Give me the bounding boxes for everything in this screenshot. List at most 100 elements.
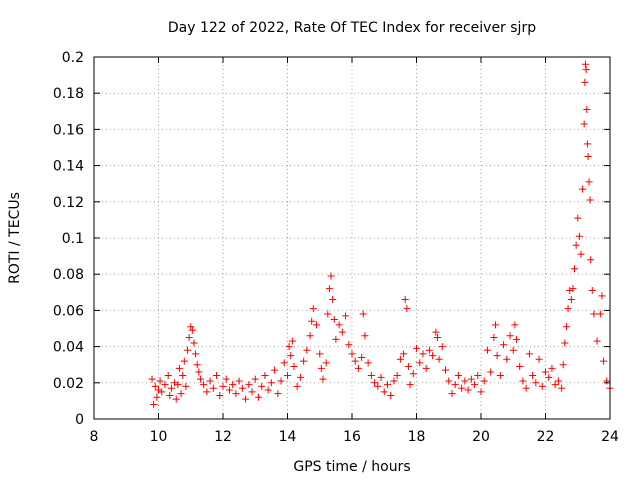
data-point (429, 352, 437, 360)
data-point (206, 377, 214, 385)
data-point (248, 388, 256, 396)
data-point (225, 386, 233, 394)
data-point (435, 355, 443, 363)
data-point (329, 296, 337, 304)
data-point (267, 379, 275, 387)
y-axis-title: ROTI / TECUs (7, 192, 23, 284)
data-point (177, 390, 185, 398)
data-point (590, 310, 598, 318)
data-point (367, 372, 375, 380)
data-point (330, 315, 338, 323)
data-point (193, 361, 201, 369)
x-tick-label: 10 (150, 429, 168, 445)
data-point (416, 359, 424, 367)
data-point (188, 326, 196, 334)
data-point (419, 350, 427, 358)
data-point (288, 337, 296, 345)
data-point (583, 140, 591, 148)
data-point (219, 382, 227, 390)
data-point (390, 377, 398, 385)
data-point (525, 350, 533, 358)
data-point (306, 332, 314, 340)
data-point (532, 379, 540, 387)
data-point (574, 214, 582, 222)
data-point (387, 391, 395, 399)
y-tick-label: 0.18 (53, 86, 84, 102)
data-point (545, 373, 553, 381)
data-point (409, 370, 417, 378)
data-point (566, 286, 574, 294)
data-point (358, 353, 366, 361)
data-point (577, 250, 585, 258)
data-point (300, 357, 308, 365)
data-point (335, 321, 343, 329)
data-point (442, 366, 450, 374)
data-point (603, 377, 611, 385)
data-point (319, 375, 327, 383)
data-point (361, 332, 369, 340)
data-point (587, 256, 595, 264)
data-point (293, 382, 301, 390)
chart-title: Day 122 of 2022, Rate Of TEC Index for r… (168, 20, 536, 36)
data-point (581, 78, 589, 86)
data-point (175, 364, 183, 372)
data-point (393, 372, 401, 380)
data-point (581, 60, 589, 68)
data-point (588, 286, 596, 294)
data-point (377, 373, 385, 381)
y-tick-label: 0.2 (62, 50, 84, 66)
data-point (251, 375, 259, 383)
data-point (448, 390, 456, 398)
data-point (164, 372, 172, 380)
data-point (403, 305, 411, 313)
data-point (554, 377, 562, 385)
data-point (529, 372, 537, 380)
x-tick-label: 8 (90, 429, 99, 445)
data-point (400, 350, 408, 358)
y-tick-label: 0.06 (53, 303, 84, 319)
data-point (309, 305, 317, 313)
data-point (438, 343, 446, 351)
data-point (522, 384, 530, 392)
data-point (548, 364, 556, 372)
data-point (284, 372, 291, 380)
data-point (184, 346, 192, 354)
data-point (561, 339, 569, 347)
data-point (171, 379, 179, 387)
data-point (158, 388, 166, 396)
data-point (332, 335, 340, 343)
data-point (166, 391, 174, 399)
data-point (155, 386, 162, 394)
data-point (535, 355, 543, 363)
data-point (454, 372, 462, 380)
data-point (222, 375, 230, 383)
data-point (216, 391, 224, 399)
data-point (371, 379, 379, 387)
data-point (245, 381, 253, 389)
data-point (261, 372, 269, 380)
data-point (174, 381, 182, 389)
data-point (338, 328, 346, 336)
data-point (285, 343, 293, 351)
data-point (287, 352, 295, 360)
data-point (290, 363, 298, 371)
data-point (433, 334, 441, 342)
data-point (327, 272, 335, 280)
data-point (571, 265, 579, 273)
data-point (316, 350, 324, 358)
data-point (200, 381, 208, 389)
data-point (296, 373, 304, 381)
data-point (185, 334, 193, 342)
data-point (583, 105, 591, 113)
data-point (303, 346, 311, 354)
data-point (324, 310, 332, 318)
data-point (150, 401, 158, 409)
data-point (242, 395, 250, 403)
data-point (593, 337, 601, 345)
data-point (586, 196, 594, 204)
data-point (406, 381, 414, 389)
data-point (474, 372, 482, 380)
data-point (585, 178, 593, 186)
data-point (195, 368, 203, 376)
